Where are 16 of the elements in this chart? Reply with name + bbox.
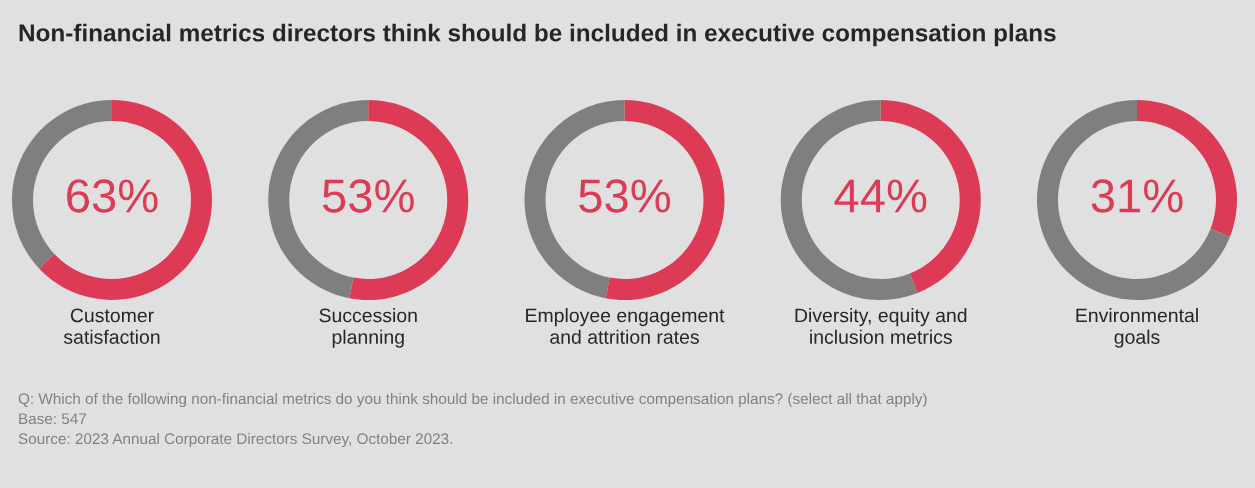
text: Diversity, equity and inclusion metrics — [795, 308, 967, 344]
data-label: 44% — [834, 179, 927, 213]
donut-slice — [1037, 100, 1230, 300]
text: Customer satisfaction — [63, 308, 160, 344]
text: Succession planning — [319, 308, 417, 348]
donut-slice — [39, 100, 212, 300]
text: Base: 547 — [19, 413, 87, 425]
text: Q: Which of the following non-financial metrics do you think should be included in executive compensation plans? (select all that apply) — [18, 392, 927, 408]
text: Employee engagement and attrition rates — [526, 308, 725, 344]
text: Non-financial metrics directors think should be included in executive compensation plans — [19, 23, 1056, 47]
data-label: 63% — [67, 179, 158, 213]
data-label: 53% — [322, 179, 414, 213]
data-label: 31% — [1091, 179, 1183, 213]
text: Environmental goals — [1076, 308, 1198, 348]
source-note: Source: 2023 Annual Corporate Directors Survey, October 2023. — [18, 432, 452, 448]
data-label: 53% — [579, 179, 671, 213]
